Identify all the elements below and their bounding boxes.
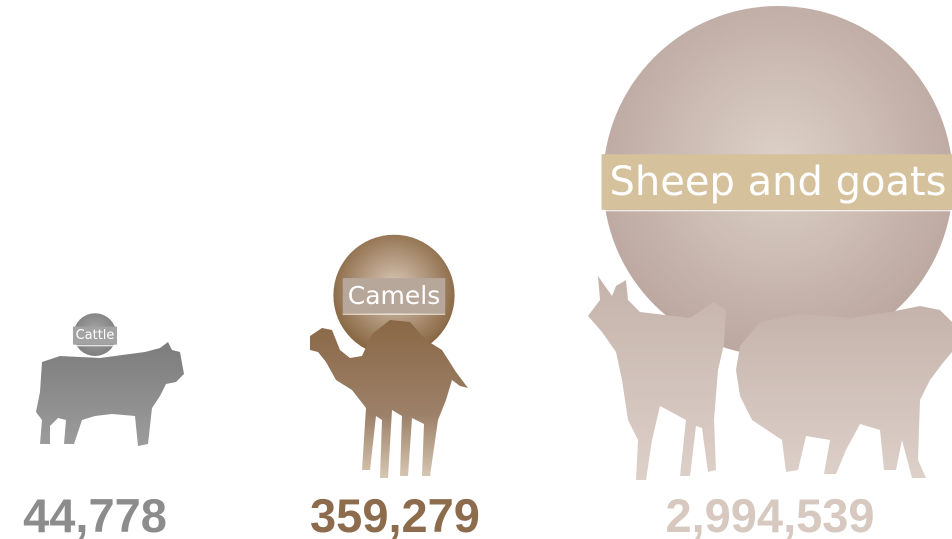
camel-silhouette bbox=[310, 320, 468, 478]
cow-silhouette bbox=[36, 342, 184, 446]
category-label: Cattle bbox=[76, 328, 115, 343]
bubbles: Cattle Camels Sheep and goats bbox=[73, 6, 952, 356]
value-label: 44,778 bbox=[23, 489, 167, 539]
labels: 44,778 359,279 2,994,539 bbox=[23, 489, 874, 539]
category-label: Sheep and goats bbox=[610, 159, 947, 205]
chart: Cattle Camels Sheep and goats 44,778 359,27… bbox=[0, 0, 952, 539]
value-label: 359,279 bbox=[310, 489, 480, 539]
page: Cattle Camels Sheep and goats 44,778 359,27… bbox=[0, 0, 952, 539]
sheep-silhouette bbox=[736, 306, 952, 478]
value-label: 2,994,539 bbox=[665, 489, 874, 539]
category-label: Camels bbox=[348, 281, 440, 310]
